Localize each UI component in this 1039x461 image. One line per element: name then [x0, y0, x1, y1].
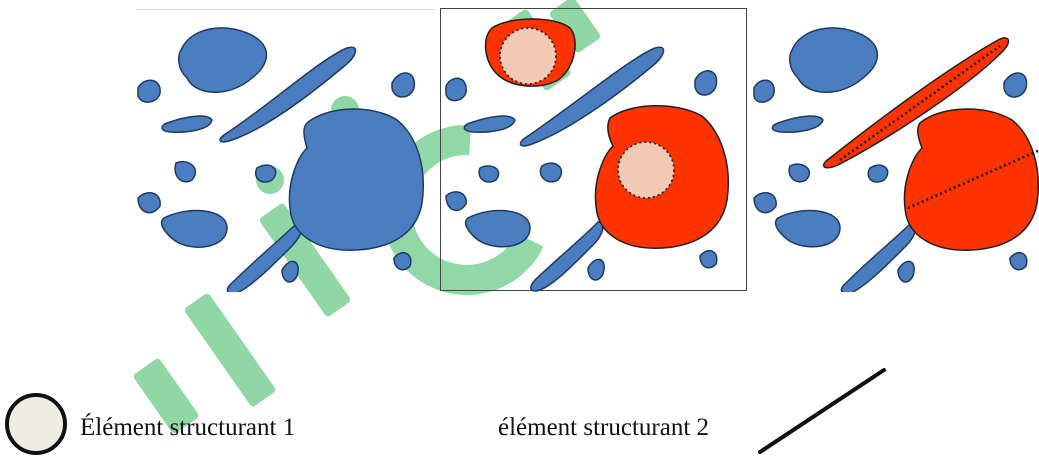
panel-original	[132, 8, 442, 292]
line-result-shapes	[753, 27, 1039, 292]
panel-1-top-border	[136, 9, 436, 10]
panel-disk-result	[440, 8, 748, 292]
panel-2-border	[440, 8, 747, 291]
circle-structuring-element-icon	[5, 393, 67, 455]
line-structuring-element-icon	[758, 368, 886, 454]
original-shapes	[137, 27, 424, 292]
disk-result-shapes	[445, 18, 729, 292]
structuring-element-2-label: élément structurant 2	[498, 414, 710, 441]
panel-line-result	[748, 8, 1039, 292]
structuring-element-1-label: Élément structurant 1	[80, 414, 296, 441]
